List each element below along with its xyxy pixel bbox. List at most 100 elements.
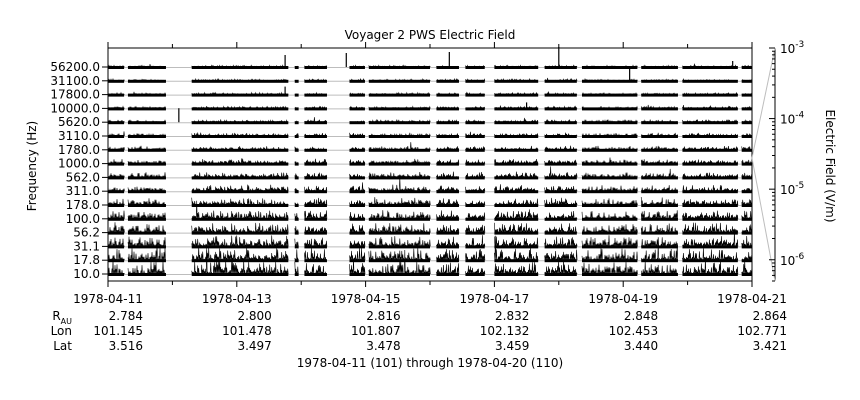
trace-segment: [465, 121, 485, 125]
trace-segment: [368, 121, 430, 125]
y-tick-label: 56.2: [73, 226, 100, 240]
x-tick-label: 1978-04-11: [73, 292, 143, 306]
y-tick-label: 31.1: [73, 239, 100, 253]
trace-spikes: [127, 145, 166, 151]
trace-segment: [349, 148, 365, 152]
trace-segment: [641, 135, 678, 138]
trace-spikes: [544, 77, 578, 82]
trace-segment: [304, 259, 327, 263]
trace-segment: [349, 93, 365, 97]
trace-segment: [436, 273, 459, 276]
trace-spikes: [581, 185, 638, 193]
y-axis-ticks: 56200.031100.017800.010000.05620.03110.0…: [50, 60, 108, 281]
trace-segment: [581, 273, 638, 276]
trace-spikes: [741, 132, 753, 138]
trace-segment: [304, 190, 327, 194]
trace-segment: [581, 204, 638, 207]
trace-segment: [494, 190, 539, 194]
trace-spikes: [107, 222, 125, 234]
trace-spikes: [128, 172, 166, 179]
trace-segment: [304, 162, 327, 166]
trace-spikes: [368, 249, 431, 276]
trace-spikes: [741, 91, 753, 96]
trace-spikes: [494, 235, 539, 262]
trace-spikes: [682, 119, 739, 124]
trace-segment: [368, 148, 430, 152]
trace-segment: [304, 148, 327, 152]
ephemeris-value: 3.478: [366, 339, 400, 353]
trace-spikes: [127, 160, 166, 165]
trace-spikes: [368, 158, 431, 165]
trace-spikes: [465, 119, 486, 124]
trace-spikes: [436, 249, 460, 261]
trace-segment: [641, 245, 678, 249]
trace-segment: [436, 176, 459, 180]
trace-segment: [436, 79, 459, 83]
y-axis-label: Frequency (Hz): [25, 121, 39, 212]
trace-segment: [741, 176, 752, 180]
trace-segment: [368, 107, 430, 111]
trace-segment: [294, 176, 299, 180]
trace-spikes: [191, 184, 289, 193]
trace-spikes: [304, 105, 328, 110]
trace-spikes: [544, 64, 578, 68]
trace-spikes: [436, 105, 460, 110]
y-tick-label: 311.0: [66, 184, 100, 198]
ephemeris-value: 2.864: [753, 309, 787, 323]
trace-spikes: [465, 106, 486, 110]
y-tick-label: 17800.0: [50, 88, 100, 102]
trace-segment: [741, 217, 752, 221]
trace-segment: [641, 93, 678, 97]
trace-segment: [304, 121, 327, 125]
trace-segment: [368, 204, 430, 207]
trace-spikes: [581, 198, 638, 207]
x-tick-label: 1978-04-19: [588, 292, 658, 306]
trace-segment: [544, 273, 577, 276]
colorbar-tick-label: 10-4: [780, 111, 805, 127]
trace-spikes: [294, 202, 299, 207]
trace-spikes: [581, 235, 638, 248]
trace-spikes: [349, 146, 366, 151]
trace-segment: [191, 93, 289, 97]
trace-spikes: [544, 197, 578, 207]
y-tick-label: 56200.0: [50, 60, 100, 74]
trace-segment: [108, 204, 125, 207]
trace-segment: [741, 245, 752, 249]
trace-spikes: [127, 224, 166, 234]
trace-segment: [581, 121, 638, 125]
trace-segment: [682, 245, 738, 249]
trace-spikes: [304, 237, 328, 248]
trace-segment: [741, 93, 752, 97]
trace-segment: [494, 107, 539, 111]
trace-spikes: [641, 92, 678, 96]
trace-spikes: [682, 185, 739, 193]
trace-spikes: [640, 119, 678, 124]
trace-spikes: [349, 182, 366, 193]
trace-segment: [436, 121, 459, 125]
trace-spikes: [581, 119, 638, 124]
trace-spikes: [107, 91, 125, 96]
ephemeris-value: 3.421: [753, 339, 787, 353]
trace-spikes: [682, 159, 739, 165]
trace-spikes: [191, 172, 289, 179]
trace-spikes: [349, 240, 366, 248]
trace-segment: [465, 66, 485, 69]
trace-spikes: [349, 120, 365, 123]
trace-segment: [682, 135, 738, 138]
trace-spikes: [304, 185, 328, 193]
trace-segment: [741, 66, 752, 69]
ephemeris-value: 102.453: [609, 324, 659, 338]
trace-segment: [304, 231, 327, 235]
trace-spikes: [191, 246, 289, 262]
trace-spikes: [741, 119, 753, 124]
ephemeris-value: 101.478: [222, 324, 272, 338]
y-tick-label: 10000.0: [50, 101, 100, 115]
trace-segment: [641, 259, 678, 263]
trace-spikes: [191, 158, 289, 165]
trace-segment: [108, 162, 125, 166]
trace-segment: [465, 273, 485, 276]
trace-segment: [349, 217, 365, 221]
trace-segment: [465, 135, 485, 138]
trace-segment: [494, 259, 539, 263]
trace-spikes: [127, 132, 166, 138]
